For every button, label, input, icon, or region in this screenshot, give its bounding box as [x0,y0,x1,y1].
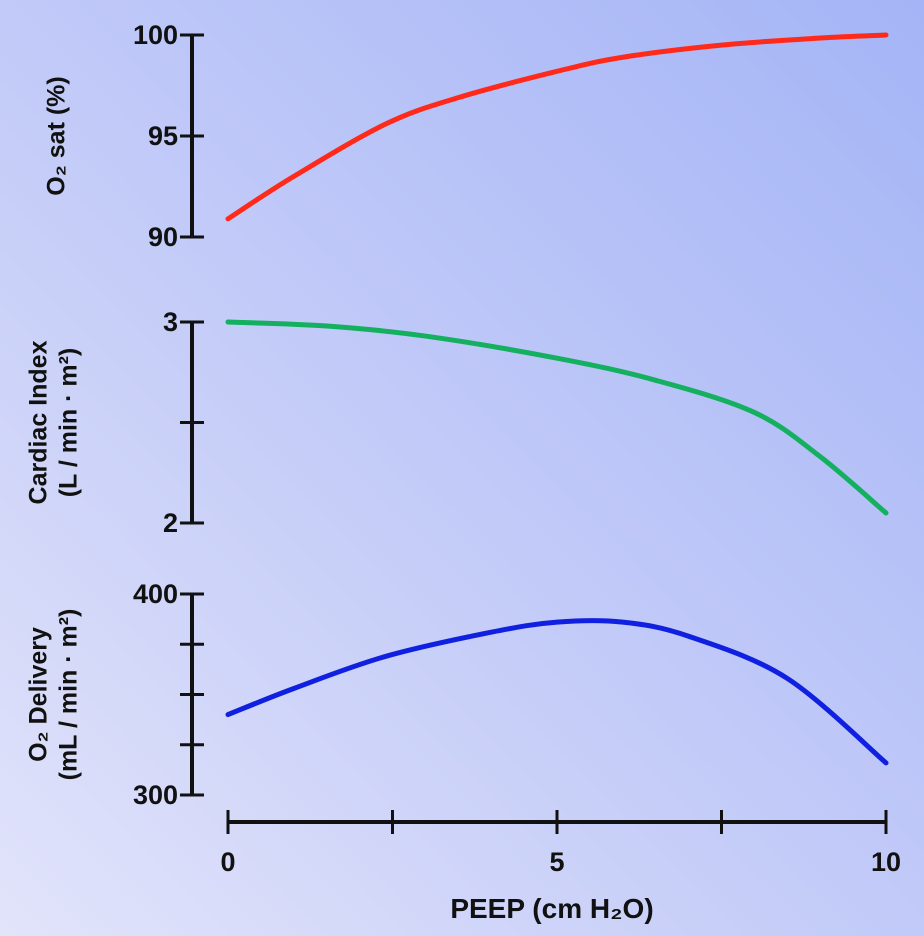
o2-sat-panel: 90 95 100 O₂ sat (%) [43,20,889,252]
cardiac-index-y-label: (L / min · m²) [55,348,83,498]
o2-delivery-y-label: (mL / min · m²) [55,609,83,781]
o2-sat-line [225,32,889,222]
y-tick-label: 95 [148,121,178,151]
cardiac-index-panel: 2 3 Cardiac Index (L / min · m²) [25,307,889,538]
x-tick-label: 0 [220,847,235,877]
y-tick-label: 2 [163,508,178,538]
o2-delivery-line [225,618,889,766]
y-tick-label: 300 [133,780,178,810]
x-tick-label: 10 [871,847,901,877]
y-tick-label: 400 [133,579,178,609]
x-axis: 0 5 10 PEEP (cm H₂O) [220,810,901,924]
y-tick-label: 90 [148,222,178,252]
cardiac-index-line [225,319,889,516]
o2-delivery-y-label: O₂ Delivery [25,627,53,762]
y-tick-label: 100 [133,20,178,50]
cardiac-index-y-label: Cardiac Index [25,340,53,504]
x-tick-label: 5 [549,847,564,877]
o2-delivery-panel: 300 400 O₂ Delivery (mL / min · m²) [25,579,889,810]
o2-sat-y-label: O₂ sat (%) [43,76,71,195]
y-tick-label: 3 [163,307,178,337]
x-axis-label: PEEP (cm H₂O) [450,893,653,924]
